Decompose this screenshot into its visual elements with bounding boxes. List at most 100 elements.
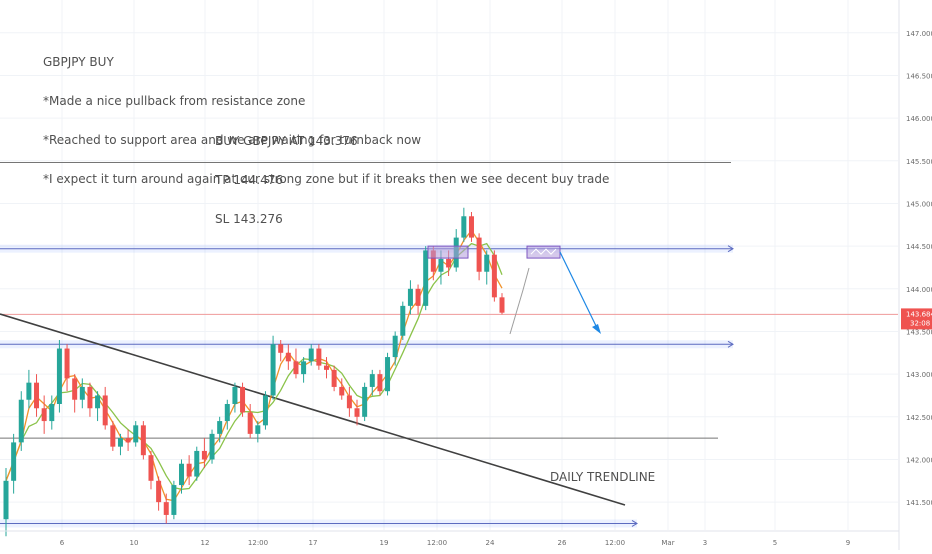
candle-body <box>385 357 391 392</box>
analysis-note[interactable]: GBPJPY BUY *Made a nice pullback from re… <box>43 30 609 212</box>
candle[interactable] <box>34 374 40 417</box>
time-tick-label: 24 <box>486 539 495 547</box>
candle[interactable] <box>461 207 467 242</box>
candle[interactable] <box>209 429 215 464</box>
projection-line-2[interactable] <box>559 251 599 331</box>
candle[interactable] <box>117 433 123 456</box>
projection-line-1[interactable] <box>509 267 530 335</box>
candle[interactable] <box>41 395 47 434</box>
candle-body <box>323 365 329 370</box>
candle-body <box>262 395 268 426</box>
candle[interactable] <box>64 344 70 392</box>
price-badge-value: 143.684 <box>906 310 932 318</box>
candle[interactable] <box>11 433 17 494</box>
candle[interactable] <box>499 293 505 315</box>
candle[interactable] <box>194 446 200 481</box>
candle[interactable] <box>308 344 314 366</box>
candle[interactable] <box>56 340 62 413</box>
price-tick-label: 143.500 <box>906 328 932 336</box>
candle[interactable] <box>148 450 154 490</box>
candle[interactable] <box>240 382 246 417</box>
candle-body <box>415 288 421 306</box>
candle[interactable] <box>339 378 345 400</box>
candle[interactable] <box>415 284 421 315</box>
trade-note[interactable]: BUY GBPJPY AT 143.376 TP 144.476 SL 143.… <box>215 109 358 252</box>
price-tick-label: 142.000 <box>906 456 932 464</box>
candle[interactable] <box>362 382 368 422</box>
candle[interactable] <box>270 335 276 400</box>
candle-body <box>232 386 238 404</box>
candle[interactable] <box>301 357 307 383</box>
price-axis[interactable]: 147.000 146.500 146.000 145.500 145.000 144.5… <box>898 0 932 550</box>
candle[interactable] <box>377 369 383 396</box>
time-tick-label: 5 <box>773 539 777 547</box>
candle[interactable] <box>95 391 101 422</box>
candle[interactable] <box>385 352 391 396</box>
arrow-head-icon <box>592 324 601 334</box>
candle[interactable] <box>72 374 78 413</box>
candle[interactable] <box>49 395 55 430</box>
candle[interactable] <box>79 378 85 409</box>
candle-body <box>346 395 352 409</box>
trendline-label[interactable]: DAILY TRENDLINE <box>550 470 656 484</box>
candle[interactable] <box>163 493 169 524</box>
candle-body <box>186 463 192 477</box>
candle[interactable] <box>156 476 162 511</box>
candle-body <box>87 386 93 409</box>
candle[interactable] <box>407 280 413 315</box>
candle[interactable] <box>423 246 429 311</box>
candle[interactable] <box>87 382 93 417</box>
price-tick-label: 146.000 <box>906 115 932 123</box>
candle-body <box>72 378 78 400</box>
candle[interactable] <box>201 438 207 468</box>
candle[interactable] <box>232 382 238 413</box>
candle[interactable] <box>278 340 284 362</box>
candle[interactable] <box>316 344 322 370</box>
candle[interactable] <box>293 348 299 379</box>
candle-body <box>34 382 40 409</box>
candle[interactable] <box>285 344 291 370</box>
candle[interactable] <box>186 455 192 486</box>
candle[interactable] <box>18 391 24 451</box>
candle[interactable] <box>3 468 9 537</box>
candle[interactable] <box>468 212 474 242</box>
candle[interactable] <box>323 357 329 379</box>
candle-body <box>270 344 276 396</box>
candle[interactable] <box>140 421 146 460</box>
candle[interactable] <box>179 459 185 494</box>
candle[interactable] <box>262 391 268 430</box>
candle[interactable] <box>171 480 177 520</box>
zone-box[interactable] <box>427 245 469 259</box>
candle-body <box>438 258 444 272</box>
time-tick-label: 17 <box>309 539 318 547</box>
price-badge[interactable] <box>901 308 932 330</box>
daily-trendline[interactable] <box>0 313 626 506</box>
candle[interactable] <box>354 399 360 426</box>
candle[interactable] <box>369 369 375 396</box>
candle[interactable] <box>102 386 108 430</box>
candle[interactable] <box>110 421 116 451</box>
price-tick-label: 144.000 <box>906 286 932 294</box>
trade-line: BUY GBPJPY AT 143.376 <box>215 134 358 148</box>
candle[interactable] <box>484 250 490 285</box>
candle-body <box>308 348 314 362</box>
candle[interactable] <box>400 301 406 340</box>
price-tick-label: 142.500 <box>906 414 932 422</box>
candle[interactable] <box>346 386 352 417</box>
candle[interactable] <box>133 421 139 447</box>
candle[interactable] <box>476 233 482 281</box>
candle[interactable] <box>224 399 230 430</box>
candle[interactable] <box>125 429 131 451</box>
candle[interactable] <box>247 404 253 439</box>
candle-body <box>110 425 116 447</box>
candle[interactable] <box>26 369 32 409</box>
candle[interactable] <box>255 421 261 443</box>
time-axis[interactable]: 6 10 12 12:00 17 19 12:00 24 26 12:00 Mar 3 5 9 <box>0 530 899 547</box>
candle[interactable] <box>491 250 497 302</box>
candle[interactable] <box>331 365 337 392</box>
candle-body <box>156 480 162 503</box>
candle[interactable] <box>217 416 223 443</box>
candle[interactable] <box>392 331 398 366</box>
